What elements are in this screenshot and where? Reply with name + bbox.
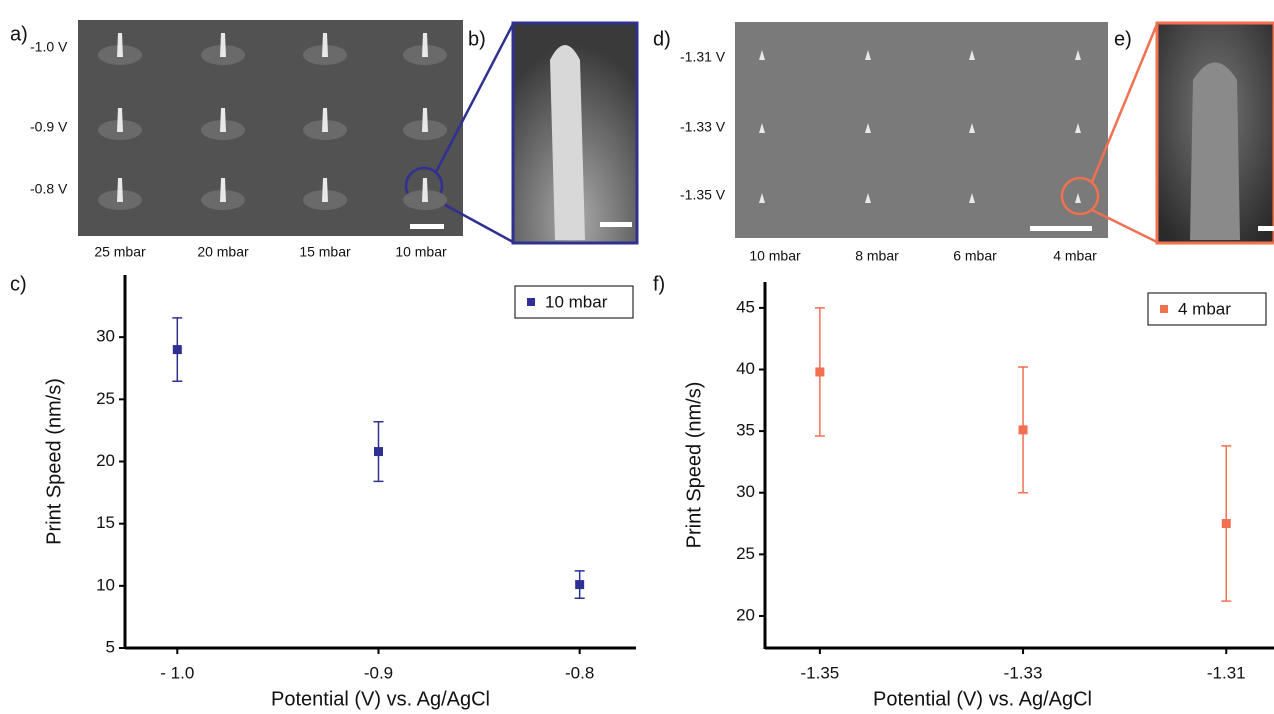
pillar <box>422 108 428 132</box>
pillar <box>322 108 328 132</box>
col-label: 20 mbar <box>197 244 249 260</box>
col-label: 4 mbar <box>1053 248 1097 264</box>
col-label: 25 mbar <box>94 244 146 260</box>
point <box>1221 519 1231 529</box>
pillar <box>322 33 328 57</box>
sem-images <box>78 20 1274 245</box>
pillar <box>759 193 765 203</box>
scale-bar <box>410 224 444 229</box>
pillar <box>969 193 975 203</box>
pillar <box>422 178 428 202</box>
x-tick-label: -0.9 <box>364 663 393 682</box>
pillar <box>969 50 975 60</box>
row-label: -0.8 V <box>30 181 68 197</box>
y-tick-label: 20 <box>96 451 115 470</box>
legend-marker <box>527 298 535 306</box>
y-tick-label: 30 <box>736 482 755 501</box>
y-tick-label: 35 <box>736 421 755 440</box>
scale-bar <box>1030 226 1092 231</box>
y-axis-label: Print Speed (nm/s) <box>43 378 65 545</box>
sem-image-a <box>78 20 463 236</box>
legend-marker <box>1160 305 1168 313</box>
pillar <box>1075 123 1081 133</box>
pillar <box>759 123 765 133</box>
pillar <box>220 33 226 57</box>
y-tick-label: 25 <box>736 544 755 563</box>
pillar <box>422 33 428 57</box>
col-label: 10 mbar <box>395 244 447 260</box>
col-label: 10 mbar <box>749 248 801 264</box>
panel-label: d) <box>653 28 671 50</box>
pillar <box>865 50 871 60</box>
zoom-circle <box>1060 176 1100 216</box>
x-axis-label: Potential (V) vs. Ag/AgCl <box>271 688 490 710</box>
zoom-line <box>435 198 514 244</box>
pillar <box>865 123 871 133</box>
point <box>1018 425 1028 435</box>
pillar <box>117 33 123 57</box>
row-label: -1.0 V <box>30 39 68 55</box>
zoom-line <box>434 23 515 173</box>
y-tick-label: 25 <box>96 389 115 408</box>
col-label: 6 mbar <box>953 248 997 264</box>
pillar <box>759 50 765 60</box>
scale-bar <box>1258 226 1274 231</box>
pillar <box>550 45 585 240</box>
y-tick-label: 20 <box>736 605 755 624</box>
row-label: -1.33 V <box>680 119 726 135</box>
pillar <box>117 108 123 132</box>
zoom-line <box>1091 208 1158 244</box>
y-tick-label: 15 <box>96 513 115 532</box>
legend-label: 10 mbar <box>545 292 608 311</box>
col-label: 15 mbar <box>299 244 351 260</box>
x-tick-label: -1.31 <box>1207 663 1246 682</box>
pillar <box>322 178 328 202</box>
scale-bar <box>600 222 632 227</box>
point <box>815 367 825 377</box>
point <box>373 447 383 457</box>
legend-label: 4 mbar <box>1178 299 1231 318</box>
pillar <box>969 123 975 133</box>
panel-label: b) <box>468 28 486 50</box>
y-axis-label: Print Speed (nm/s) <box>683 382 705 549</box>
y-tick-label: 40 <box>736 359 755 378</box>
y-tick-label: 5 <box>106 637 115 656</box>
pillar <box>865 193 871 203</box>
y-tick-label: 45 <box>736 297 755 316</box>
row-label: -0.9 V <box>30 119 68 135</box>
panel-label: a) <box>10 23 28 45</box>
point <box>575 580 585 590</box>
pillar <box>1075 193 1081 203</box>
sem-image-d <box>735 22 1108 238</box>
zoom-line <box>1090 23 1159 183</box>
col-label: 8 mbar <box>855 248 899 264</box>
x-axis-label: Potential (V) vs. Ag/AgCl <box>873 688 1092 710</box>
x-tick-label: -0.8 <box>565 663 594 682</box>
row-label: -1.31 V <box>680 49 726 65</box>
x-tick-label: - 1.0 <box>160 663 194 682</box>
y-tick-label: 10 <box>96 575 115 594</box>
pillar <box>1075 50 1081 60</box>
x-tick-label: -1.33 <box>1004 663 1043 682</box>
pillar <box>1190 62 1240 240</box>
point <box>172 345 182 355</box>
y-tick-label: 30 <box>96 327 115 346</box>
panel-label: f) <box>653 273 665 295</box>
x-tick-label: -1.35 <box>800 663 839 682</box>
pillar <box>220 178 226 202</box>
row-label: -1.35 V <box>680 187 726 203</box>
panel-label: e) <box>1114 28 1132 50</box>
pillar <box>117 178 123 202</box>
panel-label: c) <box>10 273 27 295</box>
pillar <box>220 108 226 132</box>
